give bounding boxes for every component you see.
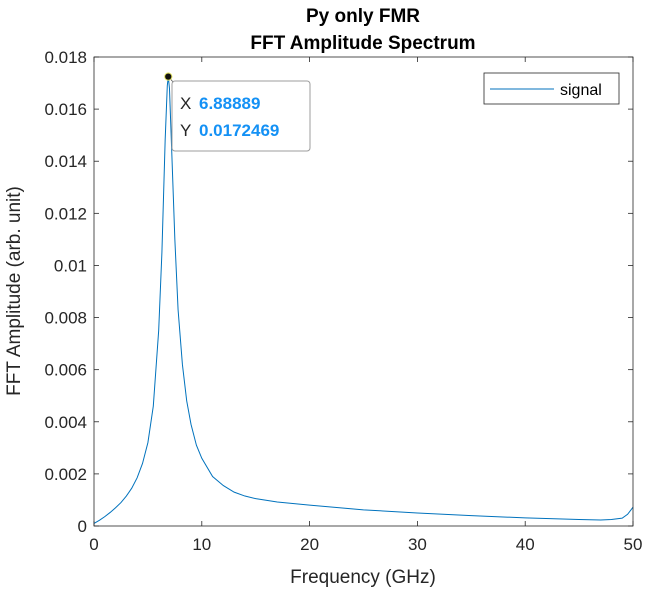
series-line-signal (93, 76, 634, 524)
x-tick-label: 30 (408, 535, 427, 554)
y-axis-label: FFT Amplitude (arb. unit) (4, 186, 25, 396)
legend-label-signal: signal (560, 82, 602, 99)
datatip-marker[interactable] (164, 72, 173, 81)
chart-title-line-1: Py only FMR (306, 6, 420, 27)
datatip-y-value: 0.0172469 (199, 121, 279, 140)
y-tick-label: 0.002 (44, 465, 87, 484)
x-axis-label: Frequency (GHz) (290, 567, 436, 588)
chart-title-line-2: FFT Amplitude Spectrum (250, 33, 475, 54)
x-tick-label: 20 (300, 535, 319, 554)
y-tick-label: 0 (78, 517, 87, 536)
y-tick-label: 0.008 (44, 309, 87, 328)
datatip-x-key: X (180, 94, 191, 113)
y-tick-label: 0.012 (44, 204, 87, 223)
x-tick-label: 10 (192, 535, 211, 554)
y-tick-label: 0.004 (44, 413, 87, 432)
datatip-x-value: 6.88889 (199, 94, 260, 113)
x-tick-label: 50 (624, 535, 643, 554)
datatip-y-key: Y (180, 121, 191, 140)
y-tick-label: 0.018 (44, 48, 87, 67)
x-tick-label: 0 (89, 535, 98, 554)
x-tick-label: 40 (516, 535, 535, 554)
datatip-box (171, 80, 311, 152)
y-tick-label: 0.014 (44, 152, 87, 171)
legend[interactable]: signal (483, 72, 620, 105)
tick-labels: 0 10 20 30 40 50 0 0.002 0.004 0.006 0.008 0.01 0.01… (44, 48, 642, 554)
y-tick-label: 0.016 (44, 100, 87, 119)
axes-box (93, 56, 634, 527)
datatip[interactable]: X 6.88889 Y 0.0172469 (164, 72, 311, 152)
y-tick-label: 0.006 (44, 361, 87, 380)
y-tick-label: 0.01 (54, 256, 87, 275)
